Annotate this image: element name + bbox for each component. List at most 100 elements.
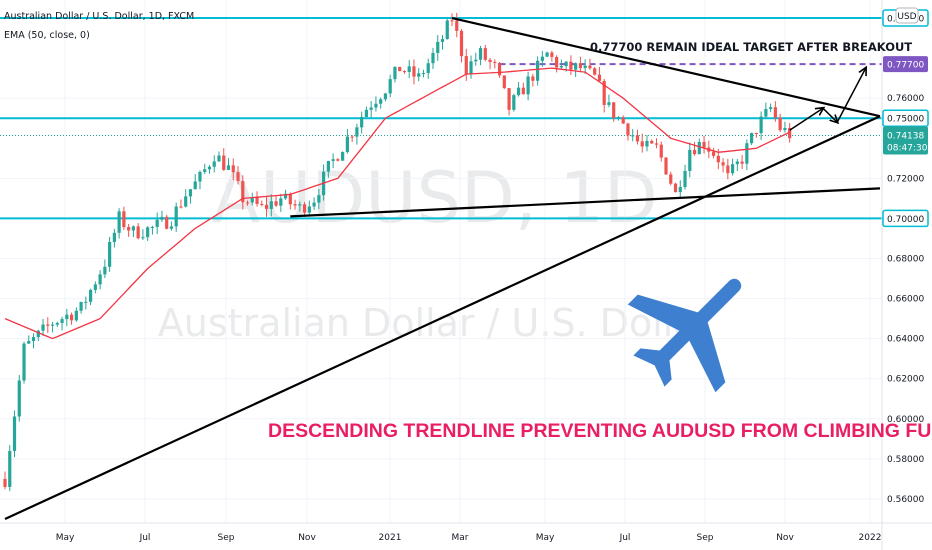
currency-label[interactable]: USD [897,12,916,22]
candle [759,111,763,140]
candle [493,59,497,69]
candle [550,50,554,62]
time-tick-label: Jul [139,533,151,543]
watermark-ticker: AUDUSD, 1D [212,157,658,239]
candle-body [559,66,563,68]
candle-body [279,198,283,206]
candle [569,55,573,75]
candle [31,333,36,349]
candle [198,170,202,190]
candle-body [659,144,663,158]
time-tick-label: 2021 [379,533,402,543]
candle [260,200,264,207]
indicator-legend[interactable]: EMA (50, close, 0) [4,30,90,41]
candle [440,35,445,50]
time-axis[interactable]: May Jul Sep Nov 2021 Mar May Jul Sep Nov 2022 [56,533,882,543]
candle [17,375,21,422]
candle-body [207,166,212,170]
candle-body [369,107,373,110]
candle-body [692,149,697,155]
candle-body [174,206,178,227]
candle-body [455,20,459,31]
candle [616,116,621,121]
candle [754,132,758,138]
candle-body [569,61,573,70]
candle-body [236,172,240,182]
candle [193,174,197,190]
candle-body [283,193,288,199]
candle-body [307,206,311,213]
candle-body [155,219,159,227]
candle [383,92,388,102]
level-price-tag [882,109,929,127]
candle-body [198,171,202,182]
candle [516,82,521,97]
candle [245,200,250,206]
candle-body [74,310,78,321]
candle-body [716,155,720,163]
ema [4,67,790,340]
candle [60,316,64,331]
price-tick-label: 0.60000 [887,415,924,425]
last-price-label: 0.74138 [887,131,924,141]
price-tick-label: 0.58000 [887,455,924,465]
candle-body [122,211,126,228]
candle [659,141,663,162]
candle [730,158,735,176]
candle [445,17,449,40]
candle-body [545,52,549,57]
candle-body [488,59,492,63]
candle [46,317,50,333]
candle-body [697,141,701,155]
candle [288,192,292,210]
candle-body [241,181,245,203]
candle-body [721,162,725,166]
candle-body [678,186,682,193]
trendline-support [290,187,881,218]
candle [626,122,630,141]
candle [3,471,7,490]
candle [388,74,392,98]
candle-body [750,132,754,144]
candle-body [702,141,706,148]
candle [312,197,316,210]
candle [578,56,583,72]
time-tick-label: Nov [298,533,316,543]
candle-body [160,216,164,220]
candle [326,160,330,178]
candle [545,51,549,58]
candle [417,68,421,82]
time-tick-label: Sep [218,533,235,543]
candle [711,147,716,159]
candle [769,103,773,113]
candle [103,259,107,279]
currency-box[interactable] [895,7,919,24]
candle [345,128,349,154]
candle-body [783,127,787,131]
target-price-tag [883,56,928,73]
candle-body [136,226,140,239]
candle-body [103,266,107,275]
candle-body [364,109,369,117]
candle-body [493,62,497,64]
candle [93,281,97,294]
candle-body [127,227,131,231]
trendlines [4,16,881,520]
candle-body [402,71,407,73]
countdown-label: 08:47:30 [887,143,928,153]
candle-body [417,73,421,77]
price-tick-label: 0.76000 [887,94,924,104]
candle-body [112,232,116,242]
candle [669,171,673,186]
time-tick-label: May [56,533,75,543]
candle [483,44,487,62]
candle [179,199,183,209]
candle [678,180,682,200]
candle [412,59,416,85]
candle [631,128,635,142]
candle [692,141,697,156]
candles [3,12,792,492]
candle-body [274,201,278,206]
candle [65,308,69,327]
